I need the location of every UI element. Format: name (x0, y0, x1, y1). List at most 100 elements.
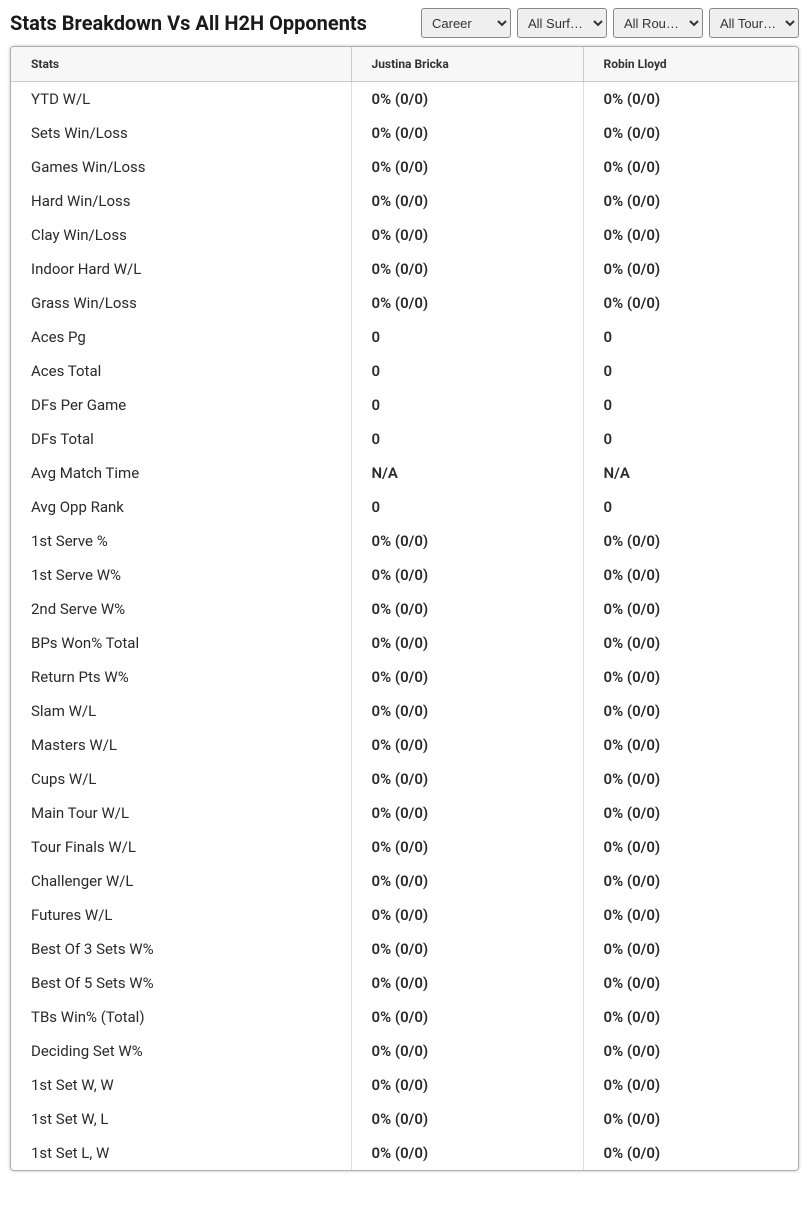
stat-label: Masters W/L (11, 728, 351, 762)
stat-label: Avg Match Time (11, 456, 351, 490)
player2-value: 0% (0/0) (583, 1136, 798, 1170)
player2-value: 0% (0/0) (583, 252, 798, 286)
col-header-stats: Stats (11, 47, 351, 82)
stat-label: Deciding Set W% (11, 1034, 351, 1068)
table-row: Return Pts W%0% (0/0)0% (0/0) (11, 660, 798, 694)
round-select[interactable]: All Rou… (613, 8, 703, 38)
player2-value: 0% (0/0) (583, 286, 798, 320)
stat-label: Return Pts W% (11, 660, 351, 694)
stat-label: Indoor Hard W/L (11, 252, 351, 286)
stat-label: 1st Serve % (11, 524, 351, 558)
table-row: Best Of 5 Sets W%0% (0/0)0% (0/0) (11, 966, 798, 1000)
stat-label: 1st Set W, L (11, 1102, 351, 1136)
stat-label: Tour Finals W/L (11, 830, 351, 864)
stat-label: Games Win/Loss (11, 150, 351, 184)
table-row: Clay Win/Loss0% (0/0)0% (0/0) (11, 218, 798, 252)
player1-value: 0% (0/0) (351, 286, 583, 320)
stat-label: DFs Total (11, 422, 351, 456)
player1-value: 0% (0/0) (351, 252, 583, 286)
table-row: Challenger W/L0% (0/0)0% (0/0) (11, 864, 798, 898)
player1-value: 0% (0/0) (351, 150, 583, 184)
career-select[interactable]: Career (421, 8, 511, 38)
stat-label: Slam W/L (11, 694, 351, 728)
table-row: 1st Set W, L0% (0/0)0% (0/0) (11, 1102, 798, 1136)
surface-select[interactable]: All Surf… (517, 8, 607, 38)
stat-label: Cups W/L (11, 762, 351, 796)
stat-label: Clay Win/Loss (11, 218, 351, 252)
player1-value: 0% (0/0) (351, 1034, 583, 1068)
player2-value: 0% (0/0) (583, 558, 798, 592)
player2-value: 0% (0/0) (583, 1068, 798, 1102)
stat-label: 1st Set L, W (11, 1136, 351, 1170)
player2-value: 0% (0/0) (583, 524, 798, 558)
table-row: Grass Win/Loss0% (0/0)0% (0/0) (11, 286, 798, 320)
player1-value: 0 (351, 490, 583, 524)
player1-value: 0% (0/0) (351, 728, 583, 762)
player2-value: 0% (0/0) (583, 932, 798, 966)
col-header-player2: Robin Lloyd (583, 47, 798, 82)
player2-value: 0% (0/0) (583, 82, 798, 117)
page-title: Stats Breakdown Vs All H2H Opponents (10, 11, 367, 35)
stat-label: Challenger W/L (11, 864, 351, 898)
table-row: Games Win/Loss0% (0/0)0% (0/0) (11, 150, 798, 184)
player2-value: 0% (0/0) (583, 728, 798, 762)
player2-value: 0% (0/0) (583, 898, 798, 932)
table-row: Hard Win/Loss0% (0/0)0% (0/0) (11, 184, 798, 218)
player2-value: 0% (0/0) (583, 966, 798, 1000)
player2-value: 0 (583, 354, 798, 388)
player1-value: 0% (0/0) (351, 864, 583, 898)
player2-value: 0% (0/0) (583, 660, 798, 694)
table-row: 1st Set W, W0% (0/0)0% (0/0) (11, 1068, 798, 1102)
table-row: DFs Total00 (11, 422, 798, 456)
player1-value: 0% (0/0) (351, 626, 583, 660)
table-row: TBs Win% (Total)0% (0/0)0% (0/0) (11, 1000, 798, 1034)
stat-label: DFs Per Game (11, 388, 351, 422)
table-row: BPs Won% Total0% (0/0)0% (0/0) (11, 626, 798, 660)
stat-label: 2nd Serve W% (11, 592, 351, 626)
player2-value: 0% (0/0) (583, 626, 798, 660)
player1-value: 0% (0/0) (351, 966, 583, 1000)
player1-value: 0% (0/0) (351, 184, 583, 218)
player1-value: 0% (0/0) (351, 762, 583, 796)
tour-select[interactable]: All Tour… (709, 8, 799, 38)
player2-value: 0% (0/0) (583, 1034, 798, 1068)
table-row: Tour Finals W/L0% (0/0)0% (0/0) (11, 830, 798, 864)
player2-value: 0% (0/0) (583, 864, 798, 898)
table-row: 1st Serve %0% (0/0)0% (0/0) (11, 524, 798, 558)
player1-value: 0 (351, 388, 583, 422)
player1-value: 0% (0/0) (351, 592, 583, 626)
stat-label: BPs Won% Total (11, 626, 351, 660)
player1-value: 0% (0/0) (351, 1102, 583, 1136)
col-header-player1: Justina Bricka (351, 47, 583, 82)
player1-value: 0% (0/0) (351, 1000, 583, 1034)
stat-label: TBs Win% (Total) (11, 1000, 351, 1034)
table-row: 1st Serve W%0% (0/0)0% (0/0) (11, 558, 798, 592)
table-row: Indoor Hard W/L0% (0/0)0% (0/0) (11, 252, 798, 286)
player1-value: N/A (351, 456, 583, 490)
stat-label: Sets Win/Loss (11, 116, 351, 150)
player2-value: 0% (0/0) (583, 184, 798, 218)
stat-label: Aces Pg (11, 320, 351, 354)
table-row: Avg Opp Rank00 (11, 490, 798, 524)
player1-value: 0% (0/0) (351, 1068, 583, 1102)
stats-table-body: YTD W/L0% (0/0)0% (0/0)Sets Win/Loss0% (… (11, 82, 798, 1171)
player1-value: 0 (351, 354, 583, 388)
table-row: 2nd Serve W%0% (0/0)0% (0/0) (11, 592, 798, 626)
player1-value: 0% (0/0) (351, 898, 583, 932)
player2-value: 0% (0/0) (583, 1000, 798, 1034)
table-row: Deciding Set W%0% (0/0)0% (0/0) (11, 1034, 798, 1068)
stat-label: 1st Serve W% (11, 558, 351, 592)
stat-label: Aces Total (11, 354, 351, 388)
stat-label: Best Of 3 Sets W% (11, 932, 351, 966)
player2-value: 0 (583, 422, 798, 456)
table-row: Aces Pg00 (11, 320, 798, 354)
table-header-row: Stats Justina Bricka Robin Lloyd (11, 47, 798, 82)
table-row: Avg Match TimeN/AN/A (11, 456, 798, 490)
table-row: Main Tour W/L0% (0/0)0% (0/0) (11, 796, 798, 830)
player1-value: 0% (0/0) (351, 694, 583, 728)
player2-value: 0% (0/0) (583, 150, 798, 184)
player1-value: 0 (351, 422, 583, 456)
table-row: Slam W/L0% (0/0)0% (0/0) (11, 694, 798, 728)
player1-value: 0% (0/0) (351, 932, 583, 966)
stats-table-container: Stats Justina Bricka Robin Lloyd YTD W/L… (10, 46, 799, 1171)
